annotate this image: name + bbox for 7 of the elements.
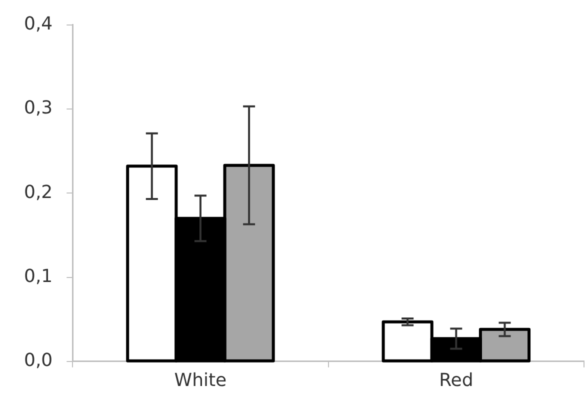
x-tick-label: Red (439, 370, 474, 391)
y-tick-label: 0,4 (24, 13, 53, 34)
y-tick-label: 0,1 (24, 266, 53, 287)
y-tick-label: 0,0 (24, 350, 53, 372)
y-tick-label: 0,3 (24, 98, 53, 119)
x-tick-label: White (174, 370, 227, 391)
y-tick-label: 0,2 (24, 182, 53, 203)
